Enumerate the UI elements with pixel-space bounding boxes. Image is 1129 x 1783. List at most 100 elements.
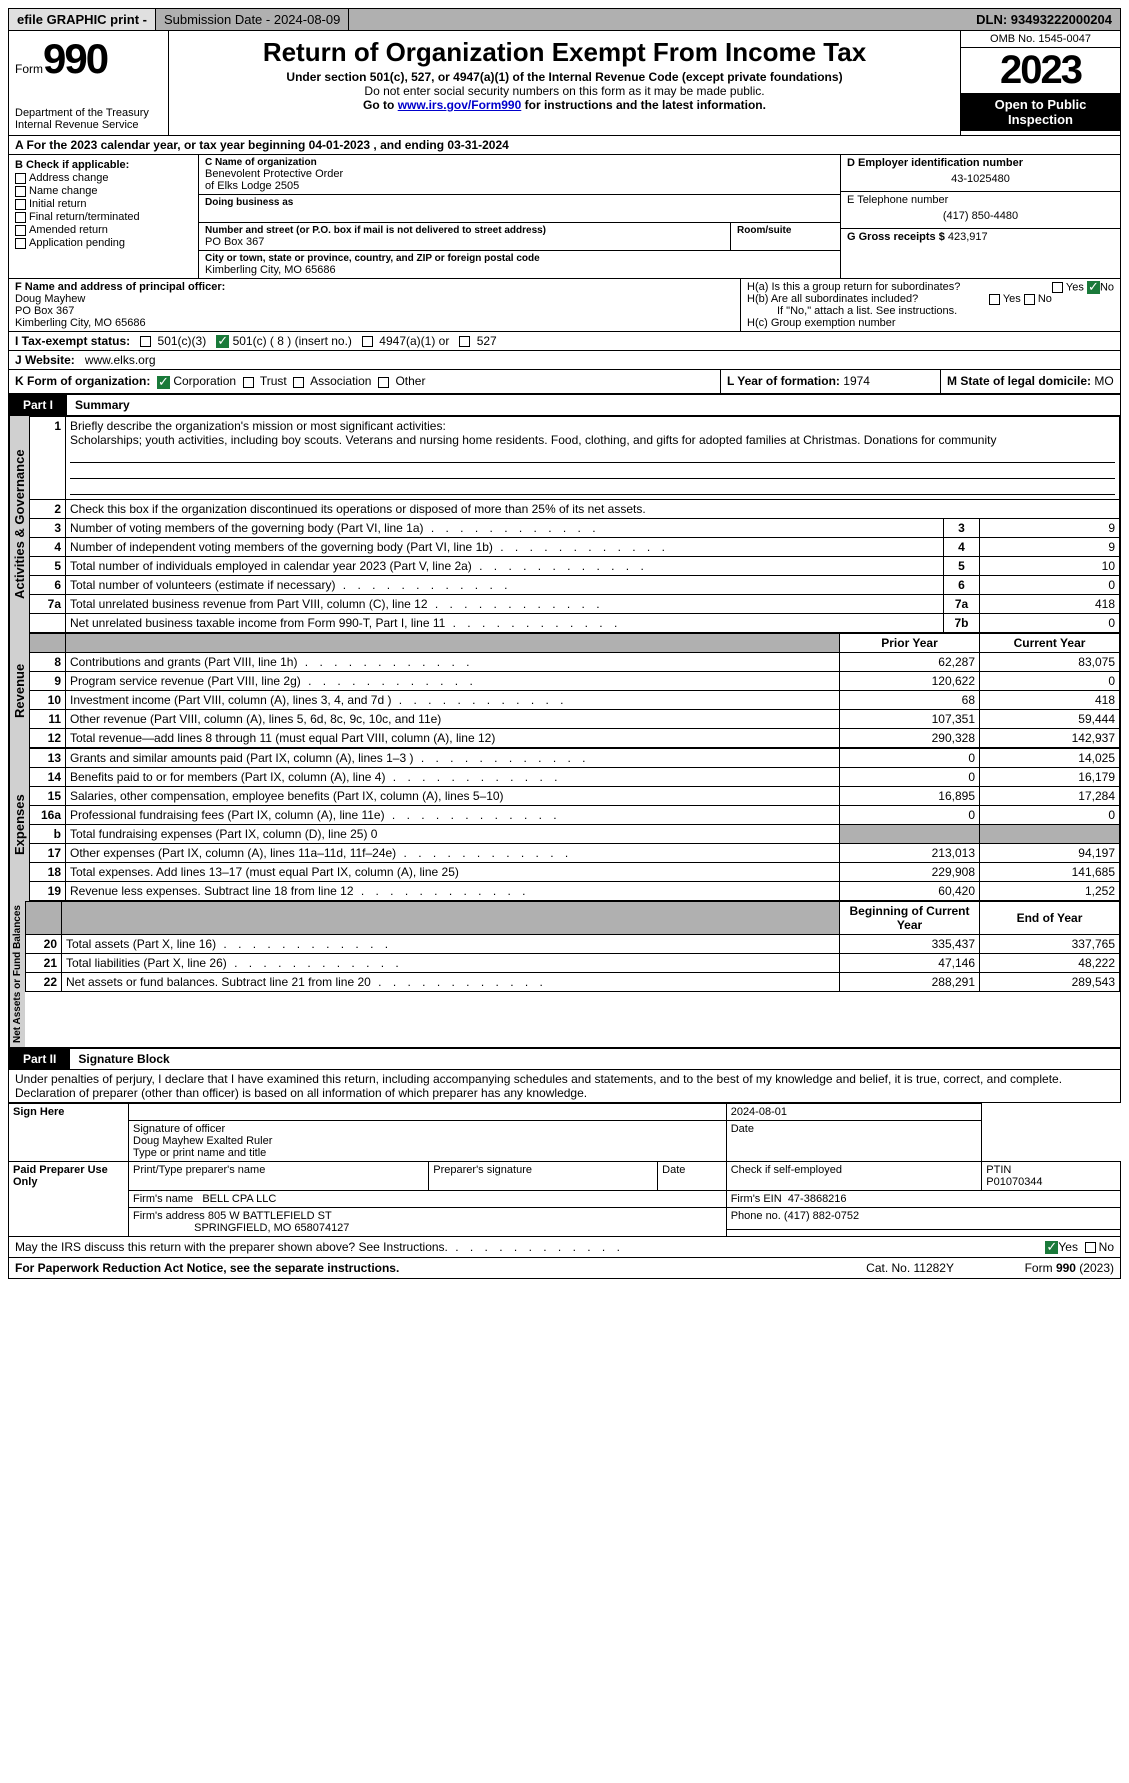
submission-date: Submission Date - 2024-08-09 bbox=[156, 9, 349, 30]
form-subtitle-2: Do not enter social security numbers on … bbox=[175, 84, 954, 98]
gross-receipts-label: G Gross receipts $ bbox=[847, 231, 945, 243]
cat-number: Cat. No. 11282Y bbox=[860, 1258, 960, 1278]
part-2-header: Part II Signature Block bbox=[8, 1048, 1121, 1070]
hb-note: If "No," attach a list. See instructions… bbox=[747, 305, 1114, 317]
table-row: 4Number of independent voting members of… bbox=[30, 537, 1120, 556]
date-label-2: Date bbox=[658, 1161, 727, 1190]
table-row: 9Program service revenue (Part VIII, lin… bbox=[30, 671, 1120, 690]
efile-print-button[interactable]: efile GRAPHIC print - bbox=[9, 9, 156, 30]
check-icon bbox=[1087, 281, 1100, 294]
signature-block: Under penalties of perjury, I declare th… bbox=[8, 1070, 1121, 1258]
table-row: 6Total number of volunteers (estimate if… bbox=[30, 575, 1120, 594]
room-label: Room/suite bbox=[737, 225, 834, 236]
check-icon bbox=[216, 335, 229, 348]
table-row: 13Grants and similar amounts paid (Part … bbox=[30, 748, 1120, 767]
vlabel-activities: Activities & Governance bbox=[9, 416, 29, 633]
firm-name-label: Firm's name bbox=[133, 1193, 193, 1205]
org-name-2: of Elks Lodge 2505 bbox=[205, 180, 834, 192]
form-subtitle-1: Under section 501(c), 527, or 4947(a)(1)… bbox=[175, 70, 954, 84]
paid-preparer-label: Paid Preparer Use Only bbox=[9, 1161, 129, 1236]
table-row: 22Net assets or fund balances. Subtract … bbox=[26, 972, 1120, 991]
table-row: 8Contributions and grants (Part VIII, li… bbox=[30, 652, 1120, 671]
table-row: 14Benefits paid to or for members (Part … bbox=[30, 767, 1120, 786]
table-row: bTotal fundraising expenses (Part IX, co… bbox=[30, 824, 1120, 843]
paperwork-notice: For Paperwork Reduction Act Notice, see … bbox=[9, 1258, 860, 1278]
date-label: Date bbox=[726, 1120, 982, 1161]
perjury-statement: Under penalties of perjury, I declare th… bbox=[8, 1070, 1121, 1103]
chk-final-return[interactable]: Final return/terminated bbox=[15, 211, 192, 223]
check-icon bbox=[1045, 1241, 1058, 1254]
sig-officer-label: Signature of officer bbox=[133, 1123, 225, 1135]
firm-phone-value: (417) 882-0752 bbox=[784, 1210, 859, 1222]
gross-receipts-value: 423,917 bbox=[948, 231, 988, 243]
footer: For Paperwork Reduction Act Notice, see … bbox=[8, 1258, 1121, 1279]
block-fh: F Name and address of principal officer:… bbox=[8, 279, 1121, 332]
hdr-current-year: Current Year bbox=[980, 633, 1120, 652]
check-self-employed: Check if self-employed bbox=[731, 1164, 842, 1176]
firm-phone-label: Phone no. bbox=[731, 1210, 781, 1222]
table-row: 5Total number of individuals employed in… bbox=[30, 556, 1120, 575]
chk-name-change[interactable]: Name change bbox=[15, 185, 192, 197]
ha-group-return: H(a) Is this a group return for subordin… bbox=[747, 281, 1114, 293]
hdr-beginning-year: Beginning of Current Year bbox=[840, 901, 980, 934]
table-row: 20Total assets (Part X, line 16)335,4373… bbox=[26, 934, 1120, 953]
print-name-label: Print/Type preparer's name bbox=[129, 1161, 429, 1190]
row-i-tax-status: I Tax-exempt status: 501(c)(3) 501(c) ( … bbox=[8, 332, 1121, 351]
officer-name: Doug Mayhew bbox=[15, 293, 734, 305]
ptin-label: PTIN bbox=[986, 1164, 1011, 1176]
irs-link[interactable]: www.irs.gov/Form990 bbox=[398, 98, 522, 112]
dept-treasury: Department of the Treasury bbox=[15, 107, 162, 119]
officer-addr1: PO Box 367 bbox=[15, 305, 734, 317]
row-j-website: J Website: www.elks.org bbox=[8, 351, 1121, 370]
phone-value: (417) 850-4480 bbox=[847, 206, 1114, 226]
firm-name-value: BELL CPA LLC bbox=[202, 1193, 276, 1205]
website-value: www.elks.org bbox=[85, 353, 156, 367]
col-b-check-applicable: B Check if applicable: Address change Na… bbox=[9, 155, 199, 278]
firm-addr-1: 805 W BATTLEFIELD ST bbox=[208, 1210, 332, 1222]
top-bar: efile GRAPHIC print - Submission Date - … bbox=[8, 8, 1121, 31]
type-title-label: Type or print name and title bbox=[133, 1147, 266, 1159]
phone-label: E Telephone number bbox=[847, 194, 1114, 206]
table-row: 10Investment income (Part VIII, column (… bbox=[30, 690, 1120, 709]
table-row: 12Total revenue—add lines 8 through 11 (… bbox=[30, 728, 1120, 747]
dba-label: Doing business as bbox=[205, 197, 834, 208]
chk-application-pending[interactable]: Application pending bbox=[15, 237, 192, 249]
table-row: 7aTotal unrelated business revenue from … bbox=[30, 594, 1120, 613]
sign-here-label: Sign Here bbox=[9, 1103, 129, 1161]
hdr-end-year: End of Year bbox=[980, 901, 1120, 934]
form-title: Return of Organization Exempt From Incom… bbox=[175, 37, 954, 68]
table-row: 15Salaries, other compensation, employee… bbox=[30, 786, 1120, 805]
tax-year: 2023 bbox=[961, 48, 1120, 93]
officer-name-title: Doug Mayhew Exalted Ruler bbox=[133, 1135, 272, 1147]
firm-addr-label: Firm's address bbox=[133, 1210, 205, 1222]
street-label: Number and street (or P.O. box if mail i… bbox=[205, 225, 724, 236]
city-value: Kimberling City, MO 65686 bbox=[205, 264, 834, 276]
chk-initial-return[interactable]: Initial return bbox=[15, 198, 192, 210]
vlabel-revenue: Revenue bbox=[9, 633, 29, 748]
mission-label: Briefly describe the organization's miss… bbox=[70, 419, 446, 433]
open-to-public: Open to Public Inspection bbox=[961, 93, 1120, 131]
ein-value: 43-1025480 bbox=[847, 169, 1114, 189]
ein-label: D Employer identification number bbox=[847, 157, 1114, 169]
table-row: 19Revenue less expenses. Subtract line 1… bbox=[30, 881, 1120, 900]
ptin-value: P01070344 bbox=[986, 1176, 1042, 1188]
hc-group-exemption: H(c) Group exemption number bbox=[747, 317, 1114, 329]
mission-text: Scholarships; youth activities, includin… bbox=[70, 433, 996, 447]
firm-ein-value: 47-3868216 bbox=[788, 1193, 847, 1205]
chk-amended-return[interactable]: Amended return bbox=[15, 224, 192, 236]
chk-address-change[interactable]: Address change bbox=[15, 172, 192, 184]
form-number: Form990 bbox=[15, 35, 162, 83]
part-1-header: Part I Summary bbox=[8, 394, 1121, 416]
table-row: 17Other expenses (Part IX, column (A), l… bbox=[30, 843, 1120, 862]
block-bcde: B Check if applicable: Address change Na… bbox=[8, 155, 1121, 279]
officer-addr2: Kimberling City, MO 65686 bbox=[15, 317, 734, 329]
hb-subordinates: H(b) Are all subordinates included? Yes … bbox=[747, 293, 1114, 305]
firm-addr-2: SPRINGFIELD, MO 658074127 bbox=[194, 1222, 349, 1234]
table-row: 16aProfessional fundraising fees (Part I… bbox=[30, 805, 1120, 824]
table-row: 18Total expenses. Add lines 13–17 (must … bbox=[30, 862, 1120, 881]
row-a-tax-year: A For the 2023 calendar year, or tax yea… bbox=[8, 136, 1121, 155]
vlabel-net-assets: Net Assets or Fund Balances bbox=[9, 901, 25, 1047]
row-klm: K Form of organization: Corporation Trus… bbox=[8, 370, 1121, 393]
officer-label: F Name and address of principal officer: bbox=[15, 281, 734, 293]
dln-label: DLN: 93493222000204 bbox=[968, 9, 1120, 30]
